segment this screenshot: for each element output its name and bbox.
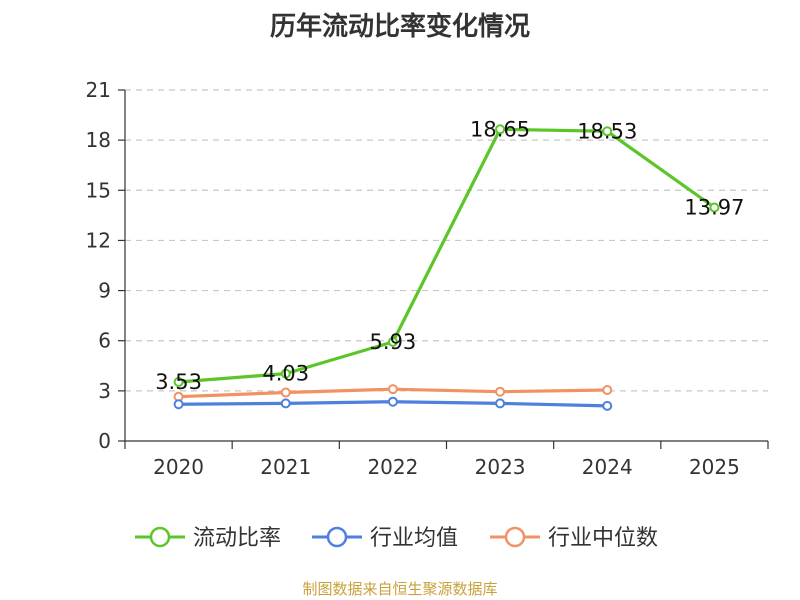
axis-layer: 0 3 6 9 12 15 18 21 2020 2021 2022 2023 2024 2025 [86,78,769,479]
data-point [387,384,398,395]
y-tick-label: 15 [86,178,111,202]
label-layer: 3.53 4.03 5.93 18.65 18.53 13.97 [155,117,744,394]
x-tick-label: 2024 [582,455,633,479]
data-label: 13.97 [684,196,744,220]
data-point [387,336,398,347]
series-layer [173,124,720,411]
legend-item-label: 流动比率 [193,526,281,551]
x-tick-label: 2022 [367,455,418,479]
x-tick-label: 2021 [260,455,311,479]
data-point [709,202,720,213]
data-point [602,385,613,396]
legend: 流动比率 行业均值 行业中位数 [135,526,658,551]
legend-item-label: 行业均值 [370,526,458,551]
data-point [602,400,613,411]
data-point [280,387,291,398]
y-tick-label: 9 [98,279,111,303]
x-tick-label: 2020 [153,455,204,479]
data-label: 18.65 [470,117,530,141]
x-tick-label: 2025 [689,455,740,479]
y-tick-label: 18 [86,128,111,152]
y-tick-label: 12 [86,228,111,252]
data-point [173,399,184,410]
data-point [602,126,613,137]
y-tick-label: 6 [98,329,111,353]
source-note: 制图数据来自恒生聚源数据库 [302,580,498,598]
data-point [495,398,506,409]
legend-marker [504,526,526,548]
data-point [495,124,506,135]
data-point [280,368,291,379]
data-point [495,386,506,397]
legend-marker [149,526,171,548]
data-label: 3.53 [155,370,202,394]
data-label: 18.53 [577,119,637,143]
chart-title: 历年流动比率变化情况 [269,12,530,42]
y-tick-label: 3 [98,379,111,403]
grid-layer [125,89,768,392]
x-tick-label: 2023 [475,455,526,479]
legend-marker [326,526,348,548]
data-point [173,376,184,387]
data-label: 4.03 [262,362,309,386]
data-point [280,398,291,409]
data-point [387,396,398,407]
legend-item-label: 行业中位数 [548,526,658,551]
y-tick-label: 21 [86,78,111,102]
y-tick-label: 0 [98,429,111,453]
series-line [178,127,716,384]
data-label: 5.93 [370,330,417,354]
